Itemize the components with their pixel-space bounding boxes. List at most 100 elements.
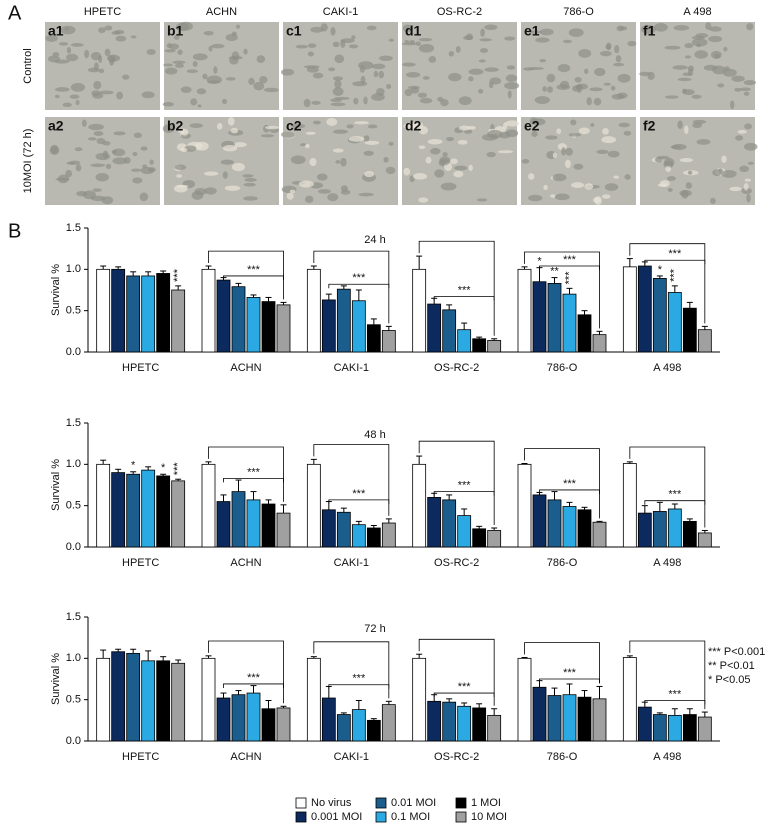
bar <box>457 705 472 742</box>
cell <box>256 55 266 64</box>
bracket <box>629 243 706 324</box>
error-bar <box>385 518 392 524</box>
bracket <box>644 259 706 265</box>
cell <box>222 144 238 152</box>
cell <box>235 24 241 29</box>
cell <box>670 145 681 149</box>
legend-swatch <box>375 811 387 823</box>
cell <box>116 91 124 100</box>
cell <box>446 136 455 142</box>
image-label: b1 <box>167 23 184 39</box>
cell <box>87 67 100 73</box>
cell <box>133 132 142 139</box>
cell <box>476 198 488 202</box>
cell <box>586 97 592 106</box>
cell <box>230 127 239 134</box>
bracket <box>418 240 495 336</box>
bar <box>592 698 607 742</box>
cell <box>366 25 377 31</box>
cell <box>574 76 582 83</box>
error-bar <box>175 478 182 481</box>
cell <box>90 163 106 168</box>
cell <box>659 180 670 188</box>
bar <box>126 652 141 742</box>
y-axis-label: Survival % <box>50 264 62 316</box>
cell <box>303 65 320 69</box>
cell <box>666 176 676 181</box>
cell <box>149 159 154 165</box>
bracket-label: *** <box>247 466 261 478</box>
cell <box>418 37 433 42</box>
bar <box>351 300 366 353</box>
bar <box>381 704 396 742</box>
cell <box>340 39 346 49</box>
error-bar <box>130 271 137 276</box>
bar <box>366 719 381 742</box>
cell <box>578 127 590 135</box>
bar <box>276 304 291 353</box>
cell <box>450 158 458 165</box>
cell <box>539 59 547 63</box>
cell <box>696 138 711 145</box>
bracket-label: *** <box>668 248 682 260</box>
cell <box>430 147 441 155</box>
y-tick-label: 1.0 <box>66 652 81 664</box>
error-bar <box>325 293 332 300</box>
bar <box>697 329 712 353</box>
bar <box>682 520 697 548</box>
error-bar <box>250 491 257 500</box>
legend-swatch <box>375 797 387 809</box>
cell <box>484 67 499 72</box>
cell <box>603 82 611 86</box>
cell <box>677 77 692 82</box>
cell <box>373 70 379 78</box>
cell <box>714 53 721 59</box>
cell <box>358 192 374 197</box>
bracket <box>433 491 495 496</box>
cell <box>611 93 625 100</box>
cell <box>455 45 461 53</box>
error-bar <box>370 318 377 325</box>
cell <box>604 183 619 191</box>
cell <box>123 156 131 164</box>
cell <box>664 158 675 167</box>
error-bar <box>656 275 663 279</box>
error-bar <box>686 301 693 309</box>
cell <box>561 147 566 156</box>
micrograph <box>45 117 160 205</box>
image-label: f1 <box>643 23 656 39</box>
cell <box>535 37 550 43</box>
cell <box>169 43 180 50</box>
bar <box>96 268 111 353</box>
bar <box>682 307 697 353</box>
cell <box>109 56 115 66</box>
cell <box>173 35 180 40</box>
column-label: CAKI-1 <box>323 6 358 18</box>
significance-star: *** <box>563 271 575 285</box>
cell <box>557 63 571 73</box>
cell <box>227 116 235 126</box>
cell <box>614 45 620 54</box>
bracket-label: *** <box>668 489 682 501</box>
error-bar <box>130 471 137 475</box>
error-bar <box>205 265 212 270</box>
bar <box>366 527 381 548</box>
cell <box>180 128 189 136</box>
cell <box>721 155 727 163</box>
error-bar <box>160 473 167 476</box>
error-bar <box>701 711 708 718</box>
cell <box>709 26 722 32</box>
error-bar <box>115 468 122 473</box>
bar <box>366 324 381 353</box>
error-bar <box>686 708 693 715</box>
bar <box>156 273 171 353</box>
y-tick-label: 0.0 <box>66 541 81 553</box>
image-label: d2 <box>405 118 422 134</box>
y-axis-label: Survival % <box>50 653 62 705</box>
cell <box>412 173 428 180</box>
cell <box>364 171 375 178</box>
cell <box>418 197 429 203</box>
bar <box>637 512 652 548</box>
cell <box>334 54 345 64</box>
